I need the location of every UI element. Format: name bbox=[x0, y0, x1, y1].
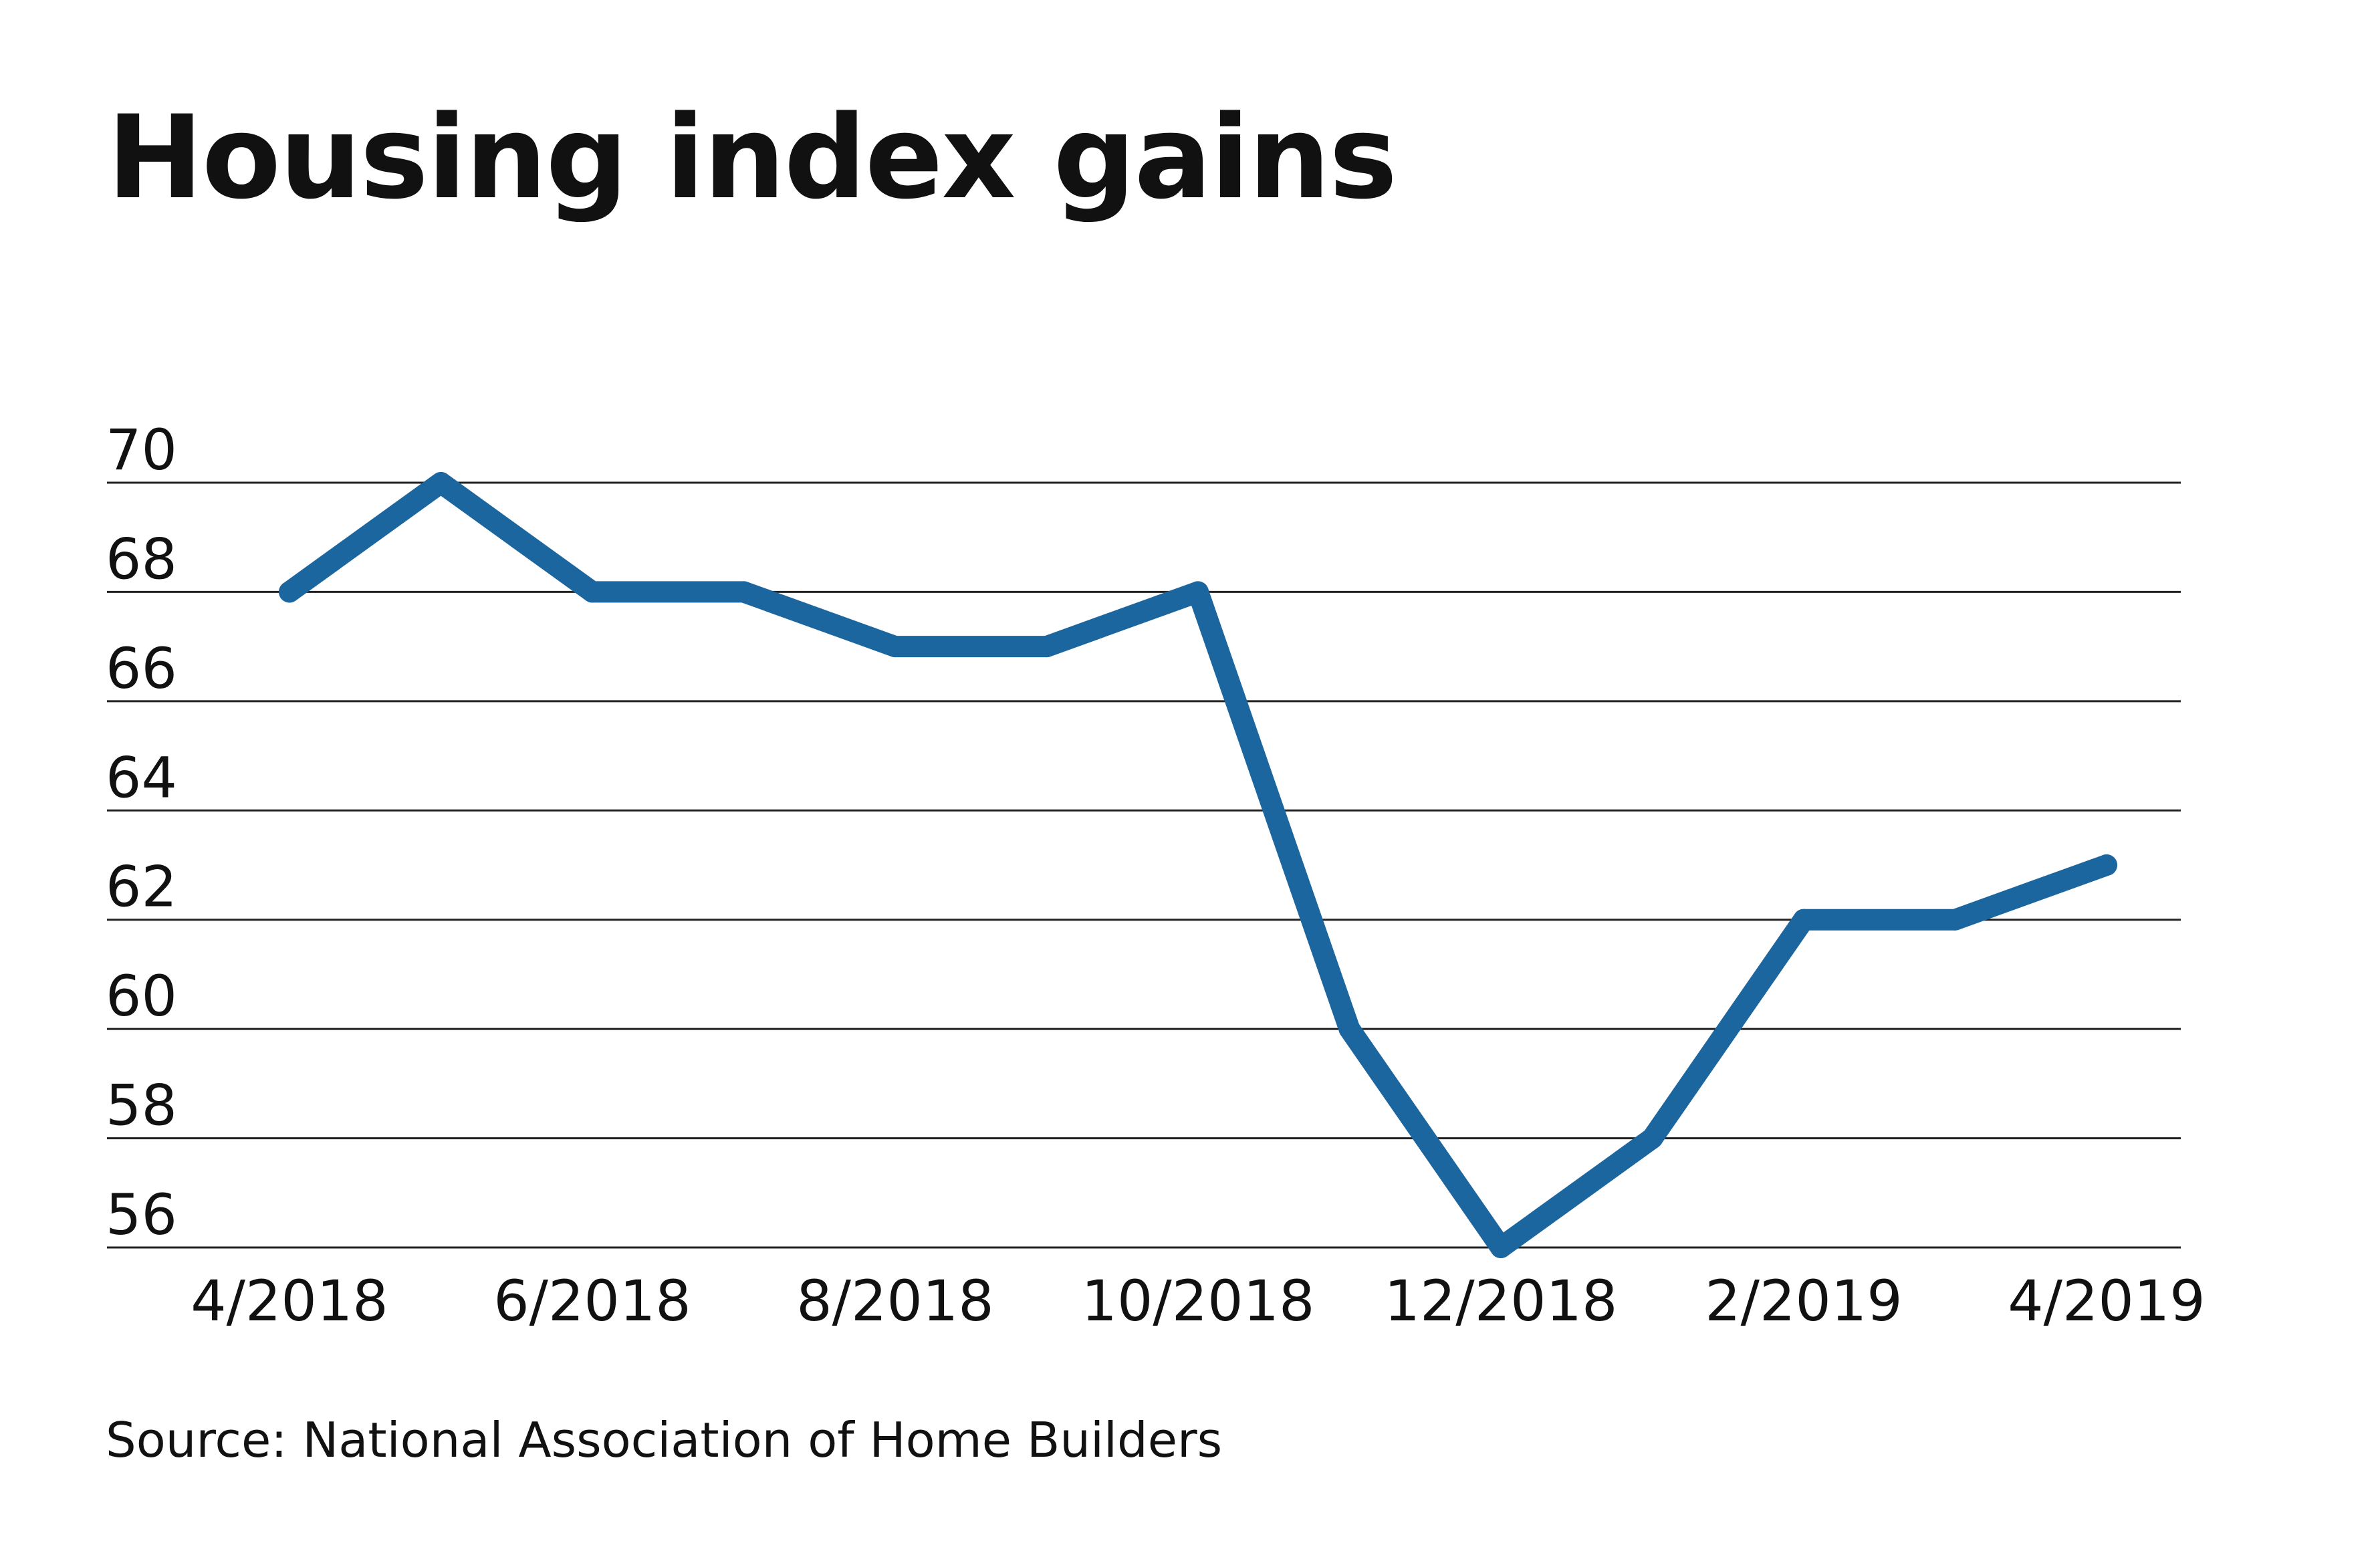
y-tick-label: 60 bbox=[106, 963, 177, 1029]
data-point-11-2018 bbox=[1338, 1018, 1360, 1040]
y-tick-label: 70 bbox=[106, 417, 177, 483]
data-point-6-2018 bbox=[582, 581, 603, 603]
y-tick-label: 56 bbox=[106, 1182, 177, 1247]
y-tick-label: 66 bbox=[106, 636, 177, 701]
x-tick-label: 12/2018 bbox=[1385, 1268, 1618, 1334]
chart-title: Housing index gains bbox=[107, 90, 1397, 225]
data-point-1-2019 bbox=[1641, 1127, 1663, 1149]
data-point-9-2018 bbox=[1036, 636, 1058, 658]
x-tick-label: 6/2018 bbox=[493, 1268, 691, 1334]
data-point-7-2018 bbox=[733, 581, 755, 603]
series-group bbox=[279, 472, 2117, 1258]
data-point-3-2019 bbox=[1944, 909, 1966, 931]
y-tick-label: 58 bbox=[106, 1073, 177, 1139]
gridlines bbox=[107, 481, 2181, 1249]
data-point-4-2019 bbox=[2096, 854, 2117, 876]
x-axis-tick-labels: 4/2018 6/2018 8/2018 10/2018 12/2018 2/2019 4/… bbox=[191, 1268, 2206, 1334]
data-point-5-2018 bbox=[430, 472, 452, 493]
x-tick-label: 8/2018 bbox=[796, 1268, 994, 1334]
x-tick-label: 4/2019 bbox=[2008, 1268, 2206, 1334]
y-axis-tick-labels: 56 58 60 62 64 66 68 70 bbox=[106, 417, 177, 1247]
data-point-10-2018 bbox=[1187, 581, 1209, 603]
y-tick-label: 68 bbox=[106, 526, 177, 592]
source-note: Source: National Association of Home Bui… bbox=[106, 1412, 1223, 1468]
data-point-12-2018 bbox=[1490, 1237, 1512, 1258]
data-point-2-2019 bbox=[1793, 909, 1814, 931]
x-tick-label: 4/2018 bbox=[191, 1268, 388, 1334]
data-point-4-2018 bbox=[279, 581, 300, 603]
data-point-8-2018 bbox=[884, 636, 906, 658]
y-tick-label: 62 bbox=[106, 854, 177, 920]
x-tick-label: 2/2019 bbox=[1705, 1268, 1903, 1334]
y-tick-label: 64 bbox=[106, 745, 177, 810]
x-tick-label: 10/2018 bbox=[1082, 1268, 1315, 1334]
